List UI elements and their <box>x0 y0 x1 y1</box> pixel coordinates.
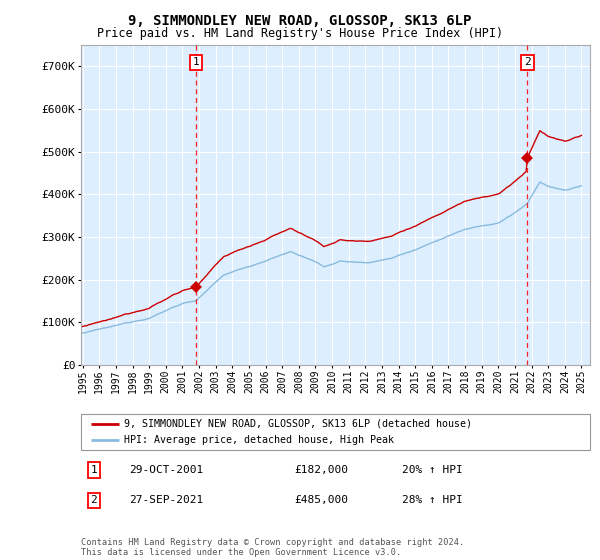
Text: HPI: Average price, detached house, High Peak: HPI: Average price, detached house, High… <box>124 435 394 445</box>
Text: 29-OCT-2001: 29-OCT-2001 <box>130 465 203 475</box>
Text: 9, SIMMONDLEY NEW ROAD, GLOSSOP, SK13 6LP (detached house): 9, SIMMONDLEY NEW ROAD, GLOSSOP, SK13 6L… <box>124 419 472 429</box>
Text: 1: 1 <box>193 58 200 67</box>
Text: Price paid vs. HM Land Registry's House Price Index (HPI): Price paid vs. HM Land Registry's House … <box>97 27 503 40</box>
Text: 9, SIMMONDLEY NEW ROAD, GLOSSOP, SK13 6LP: 9, SIMMONDLEY NEW ROAD, GLOSSOP, SK13 6L… <box>128 14 472 28</box>
Text: 20% ↑ HPI: 20% ↑ HPI <box>401 465 462 475</box>
Text: 2: 2 <box>91 496 97 506</box>
Text: 27-SEP-2021: 27-SEP-2021 <box>130 496 203 506</box>
Text: £182,000: £182,000 <box>295 465 349 475</box>
Text: Contains HM Land Registry data © Crown copyright and database right 2024.
This d: Contains HM Land Registry data © Crown c… <box>81 538 464 557</box>
Text: £485,000: £485,000 <box>295 496 349 506</box>
Text: 2: 2 <box>524 58 531 67</box>
Text: 1: 1 <box>91 465 97 475</box>
Text: 28% ↑ HPI: 28% ↑ HPI <box>401 496 462 506</box>
